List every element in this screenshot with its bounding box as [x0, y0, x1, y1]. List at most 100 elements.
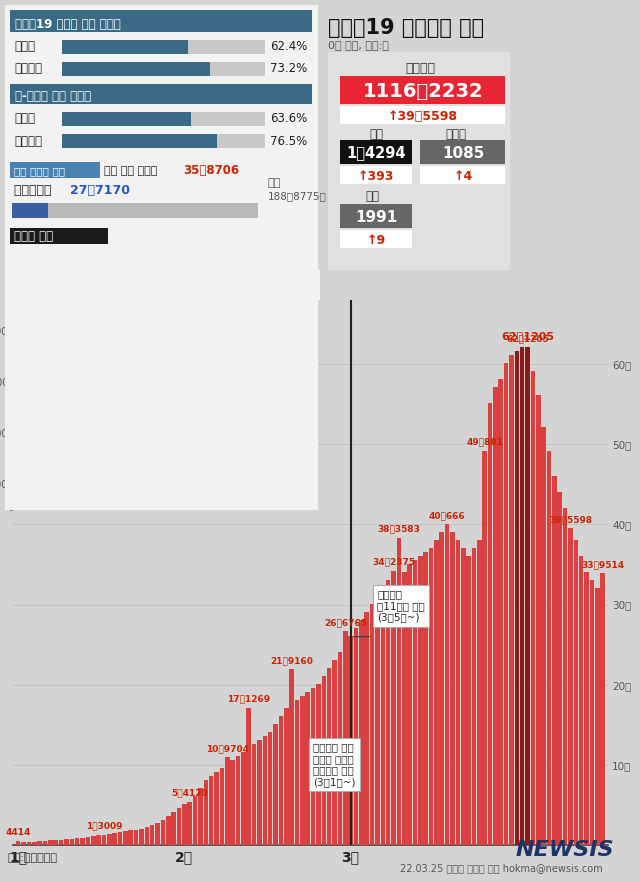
- Text: 22.03.25 안지혜 그래픽 기자 hokma@newsis.com: 22.03.25 안지혜 그래픽 기자 hokma@newsis.com: [400, 863, 603, 873]
- Bar: [204, 780, 208, 845]
- Text: 188만8775명: 188만8775명: [268, 191, 327, 201]
- Text: 사망: 사망: [369, 128, 383, 140]
- Text: 39만5598: 39만5598: [549, 515, 592, 524]
- Bar: [145, 827, 149, 845]
- Text: 코로나19 위중증 병상 가동률: 코로나19 위중증 병상 가동률: [15, 18, 121, 31]
- Bar: [252, 744, 257, 845]
- Bar: [300, 696, 305, 845]
- Text: 누적확진: 누적확진: [405, 62, 435, 74]
- Bar: [343, 632, 348, 845]
- Text: 전체: 전체: [268, 178, 281, 188]
- Bar: [134, 830, 138, 845]
- Bar: [456, 540, 460, 845]
- Text: 76.5%: 76.5%: [270, 134, 307, 147]
- Text: 사망자 추이: 사망자 추이: [14, 230, 53, 243]
- Bar: [504, 363, 508, 845]
- Bar: [182, 804, 187, 845]
- Text: 17만1269: 17만1269: [227, 695, 270, 704]
- Bar: [236, 756, 240, 845]
- Bar: [525, 348, 530, 845]
- Text: 수도권: 수도권: [14, 113, 35, 125]
- Bar: [354, 628, 358, 845]
- Bar: [445, 524, 449, 845]
- Bar: [461, 548, 465, 845]
- Bar: [53, 840, 58, 845]
- Text: 63.6%: 63.6%: [270, 113, 307, 125]
- Bar: [166, 816, 171, 845]
- Bar: [579, 556, 584, 845]
- Text: 1116만2232: 1116만2232: [363, 81, 483, 101]
- Bar: [27, 842, 31, 845]
- Bar: [64, 840, 68, 845]
- Bar: [278, 716, 283, 845]
- Bar: [214, 772, 219, 845]
- Bar: [225, 757, 230, 845]
- Bar: [424, 551, 428, 845]
- Text: 62만1205: 62만1205: [506, 334, 549, 343]
- Bar: [364, 612, 369, 845]
- Text: 신규 재택 치료자: 신규 재택 치료자: [104, 166, 161, 176]
- Text: 코로나19 신규확진 추이: 코로나19 신규확진 추이: [328, 18, 484, 38]
- Bar: [262, 736, 267, 845]
- Bar: [59, 840, 63, 845]
- Bar: [563, 507, 568, 845]
- Bar: [91, 836, 95, 845]
- Bar: [418, 556, 422, 845]
- Text: 준-중환자 병상 가동률: 준-중환자 병상 가동률: [15, 89, 91, 102]
- Bar: [188, 802, 192, 845]
- Bar: [32, 841, 36, 845]
- Text: 62.4%: 62.4%: [270, 41, 307, 54]
- Bar: [536, 395, 541, 845]
- Text: 1085: 1085: [442, 146, 484, 161]
- Bar: [48, 841, 52, 845]
- Bar: [294, 700, 300, 845]
- Bar: [359, 620, 364, 845]
- Text: 26만6765: 26만6765: [324, 618, 367, 627]
- Bar: [332, 660, 337, 845]
- Bar: [311, 688, 316, 845]
- Bar: [321, 676, 326, 845]
- Bar: [316, 684, 321, 845]
- Bar: [483, 451, 487, 845]
- Text: 비수도권: 비수도권: [14, 134, 42, 147]
- Bar: [118, 832, 122, 845]
- Bar: [268, 732, 273, 845]
- Bar: [70, 839, 74, 845]
- Bar: [284, 708, 289, 845]
- Bar: [305, 691, 310, 845]
- Bar: [477, 540, 481, 845]
- Bar: [96, 835, 101, 845]
- Bar: [257, 740, 262, 845]
- Bar: [375, 595, 380, 845]
- Bar: [86, 837, 90, 845]
- Text: 62만1205: 62만1205: [501, 331, 554, 340]
- Text: 5만4120: 5만4120: [172, 789, 208, 797]
- Bar: [568, 528, 573, 845]
- Bar: [80, 838, 84, 845]
- Bar: [467, 556, 471, 845]
- Bar: [589, 579, 594, 845]
- Bar: [520, 348, 525, 845]
- Bar: [107, 833, 111, 845]
- Text: 1만3009: 1만3009: [86, 821, 122, 831]
- Bar: [547, 452, 551, 845]
- Bar: [193, 796, 197, 845]
- Text: ↑39만5598: ↑39만5598: [388, 109, 458, 123]
- Bar: [150, 825, 154, 845]
- Bar: [289, 669, 294, 845]
- Text: 4414: 4414: [6, 828, 31, 837]
- Bar: [102, 834, 106, 845]
- Text: 35만8706: 35만8706: [183, 165, 239, 177]
- Bar: [499, 379, 503, 845]
- Text: 27만7170: 27만7170: [70, 184, 130, 198]
- Bar: [348, 636, 353, 845]
- Bar: [386, 579, 390, 845]
- Text: 73.2%: 73.2%: [270, 63, 307, 76]
- Bar: [397, 537, 401, 845]
- Text: 393: 393: [305, 318, 328, 328]
- Bar: [509, 355, 514, 845]
- Text: 자료:질병관리청: 자료:질병관리청: [8, 853, 58, 863]
- Text: 429: 429: [177, 299, 200, 310]
- Bar: [515, 351, 519, 845]
- Text: 1만4294: 1만4294: [346, 146, 406, 161]
